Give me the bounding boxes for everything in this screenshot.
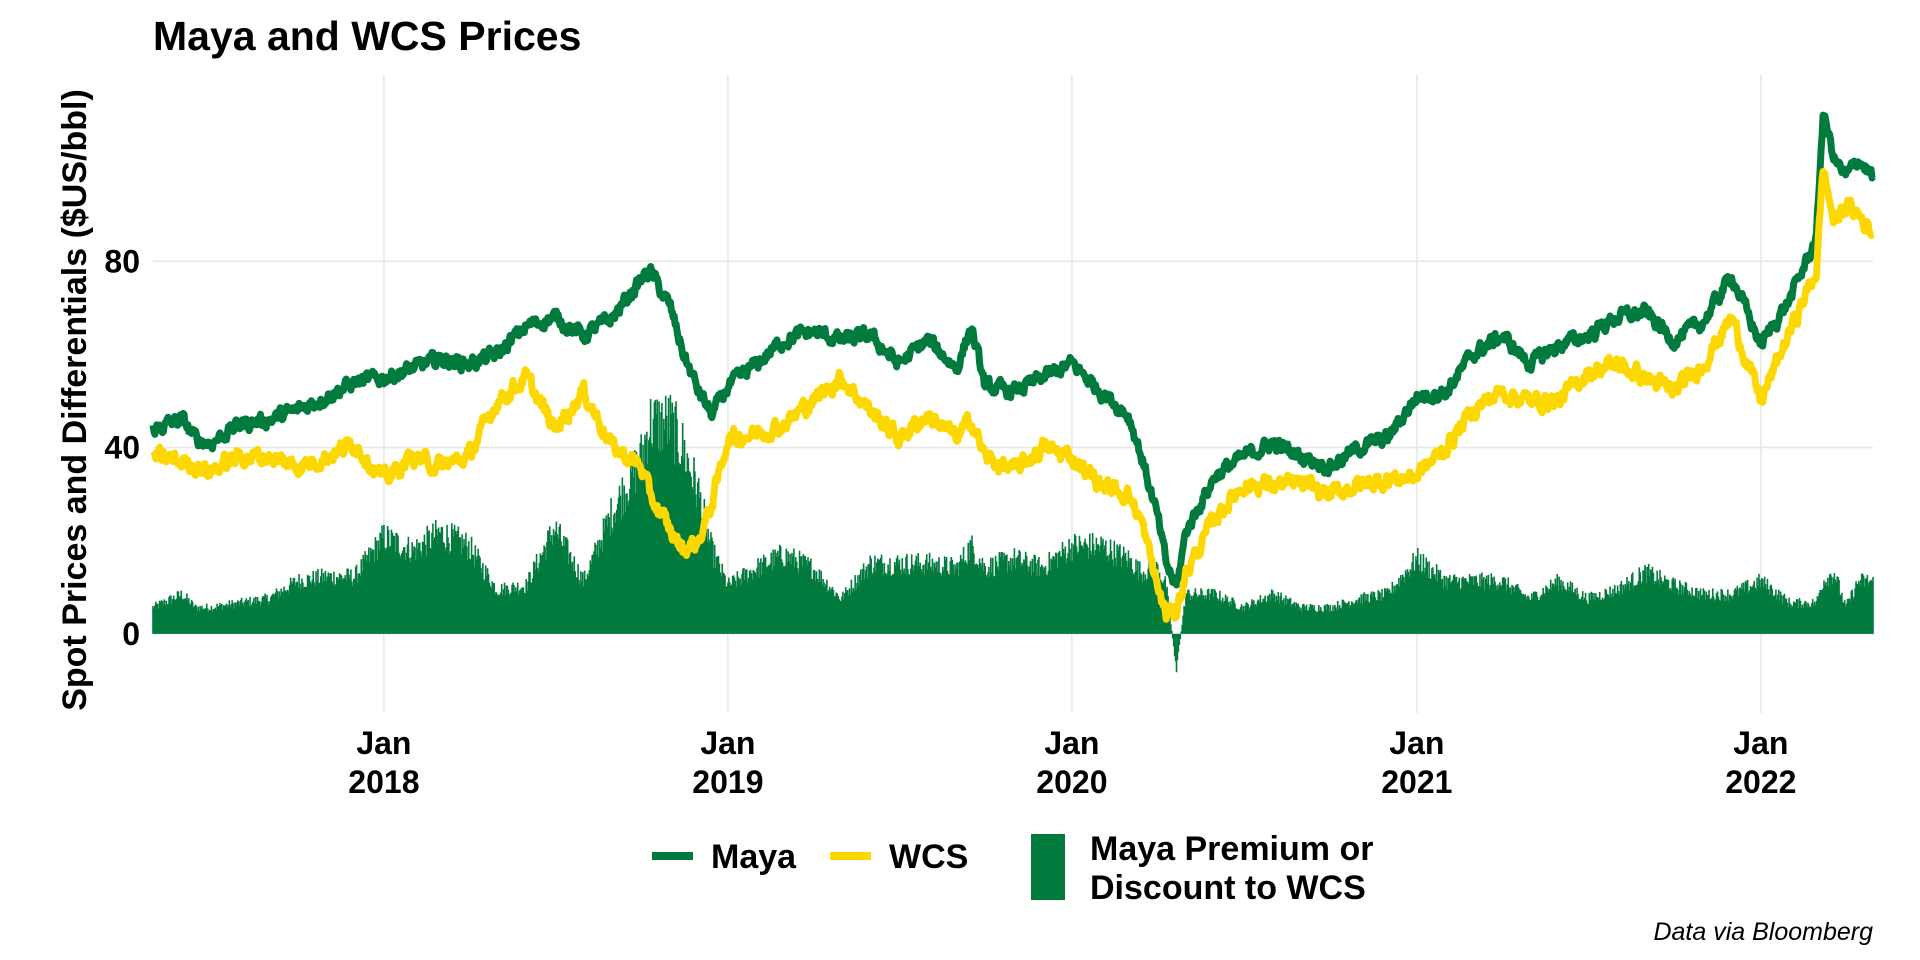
legend-label-wcs: WCS: [889, 838, 968, 876]
x-tick-month: Jan: [1044, 725, 1099, 761]
chart-title: Maya and WCS Prices: [153, 13, 581, 59]
legend-label-maya: Maya: [711, 838, 797, 876]
y-axis-label: Spot Prices and Differentials ($US/bbl): [56, 89, 94, 711]
legend-label-premium-line1: Maya Premium or: [1090, 830, 1373, 868]
wcs-line: [150, 168, 1876, 623]
legend-label-premium-line2: Discount to WCS: [1090, 869, 1366, 907]
x-tick-month: Jan: [700, 725, 755, 761]
legend: Maya WCS Maya Premium or Discount to WCS: [652, 830, 1373, 907]
y-tick-label: 0: [122, 616, 140, 652]
y-tick-label: 40: [104, 430, 140, 466]
x-tick-year: 2019: [692, 764, 763, 800]
x-tick-month: Jan: [1733, 725, 1788, 761]
caption: Data via Bloomberg: [1653, 918, 1873, 946]
y-tick-labels: 0 40 80: [104, 243, 140, 652]
premium-bar-series: [152, 394, 1874, 673]
x-tick-month: Jan: [1389, 725, 1444, 761]
maya-line: [149, 111, 1876, 589]
legend-swatch-premium: [1031, 834, 1065, 900]
y-tick-label: 80: [104, 243, 140, 279]
x-tick-year: 2022: [1725, 764, 1796, 800]
price-lines: [149, 111, 1876, 623]
x-tick-year: 2021: [1381, 764, 1452, 800]
premium-bars: [152, 394, 1874, 673]
x-tick-year: 2020: [1036, 764, 1107, 800]
x-tick-year: 2018: [348, 764, 419, 800]
x-tick-month: Jan: [356, 725, 411, 761]
